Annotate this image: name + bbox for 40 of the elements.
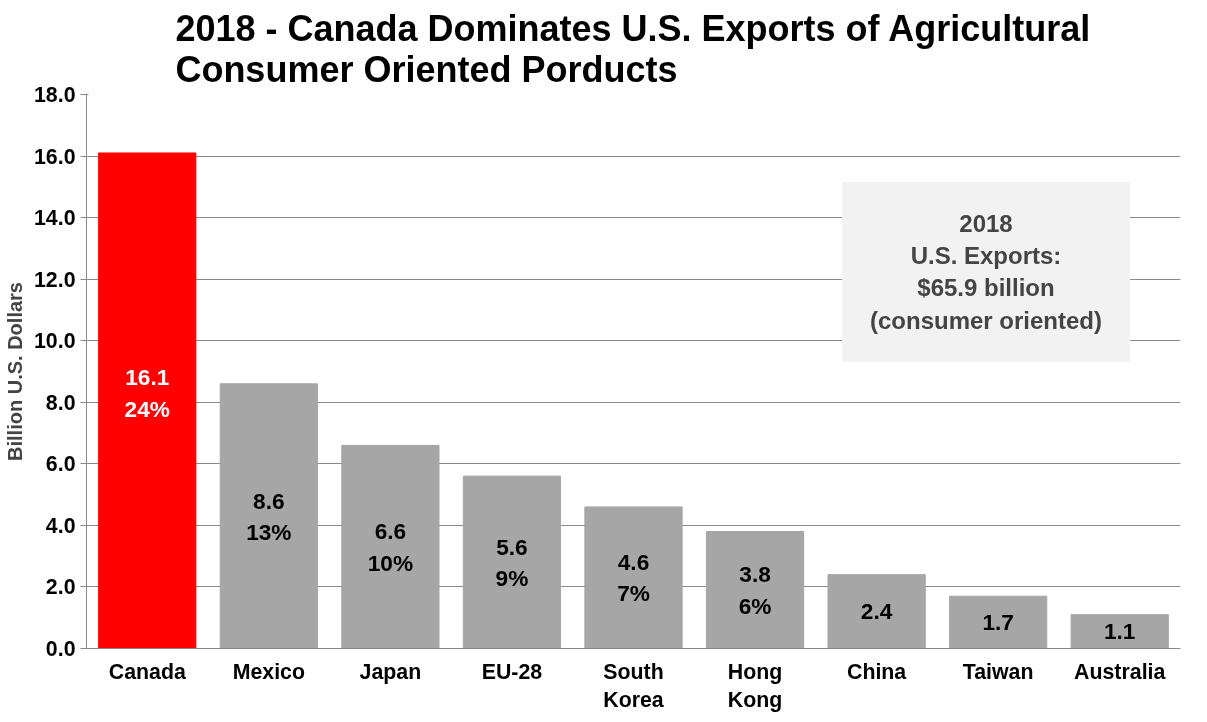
y-tick-label: 10.0 [33, 329, 76, 354]
x-tick-label: EU-28 [481, 659, 543, 684]
bar [827, 574, 926, 649]
x-tick-label: Japan [359, 659, 422, 684]
x-tick-label: South Korea [603, 659, 664, 713]
bar [949, 595, 1048, 649]
bar [98, 152, 197, 649]
y-tick-label: 8.0 [45, 390, 76, 415]
y-tick-label: 0.0 [45, 637, 76, 661]
data-label: 2.4 [860, 598, 893, 625]
x-tick-label: China [846, 659, 907, 684]
y-tick-label: 16.0 [33, 144, 76, 169]
bar [1070, 614, 1169, 649]
x-tick-label: Taiwan [962, 659, 1034, 684]
data-label: 5.6 9% [495, 533, 529, 591]
y-tick-label: 4.0 [45, 513, 76, 538]
x-tick-label: Mexico [232, 659, 305, 684]
bar [462, 475, 562, 649]
y-tick-label: 12.0 [33, 267, 76, 292]
y-tick-label: 14.0 [33, 206, 76, 231]
data-label: 1.1 [1103, 618, 1136, 645]
y-tick-label: 2.0 [45, 575, 76, 600]
annotation: 2018 U.S. Exports: $65.9 billion (consumer oriented) [870, 209, 1103, 334]
y-axis-title: Billion U.S. Dollars [3, 282, 26, 461]
bar [705, 531, 805, 649]
data-label: 8.6 13% [246, 487, 292, 545]
data-label: 4.6 7% [617, 549, 650, 607]
y-tick-label: 6.0 [45, 452, 76, 477]
chart-title: 2018 - Canada Dominates U.S. Exports of Agricultural Consumer Oriented Porducts [175, 7, 1091, 90]
y-tick-label: 18.0 [33, 83, 76, 107]
bar [584, 506, 683, 649]
x-tick-label: Hong Kong [727, 659, 783, 713]
data-label: 1.7 [982, 608, 1014, 635]
x-tick-label: Canada [108, 659, 186, 684]
x-tick-label: Australia [1074, 659, 1166, 684]
data-label: 3.8 6% [738, 561, 772, 619]
data-label: 16.1 24% [124, 364, 170, 422]
bar [341, 444, 440, 649]
bar [219, 383, 318, 649]
data-label: 6.6 10% [367, 518, 414, 576]
